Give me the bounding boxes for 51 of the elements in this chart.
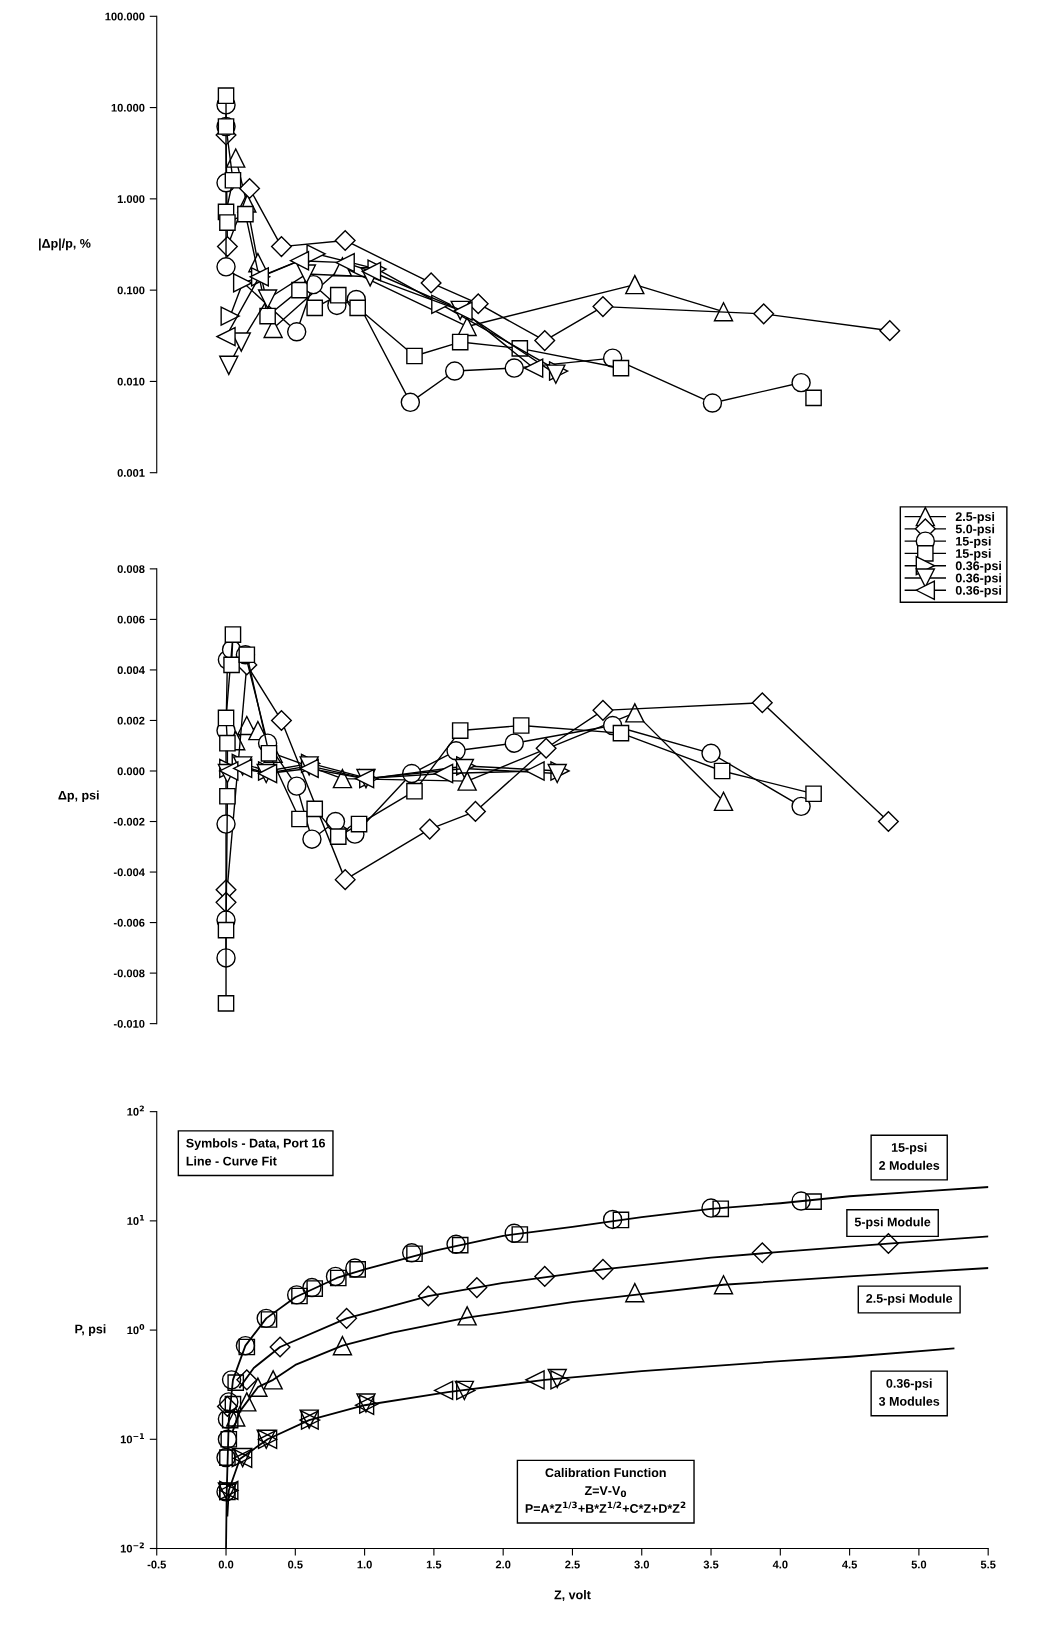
y-axis-title: |Δp|/p, % — [39, 238, 91, 251]
x-tick-label: 0.0 — [218, 1560, 234, 1569]
y-tick-label: 10$^{−2}$ — [120, 1542, 144, 1553]
y-tick-label: -0.006 — [113, 918, 145, 927]
text: Calibration Function Z=V-V$_{0}$ P=A*Z$^{1/3}$+B*Z$^{1/2}$+C*Z+D*Z$^{2}$ — [525, 1467, 686, 1513]
x-axis-title: Z, volt — [554, 1590, 591, 1602]
legend-label: 0.36-psi — [955, 585, 1001, 598]
y-tick-label: 10$^{0}$ — [127, 1323, 145, 1335]
y-tick-label: 0.004 — [117, 666, 145, 675]
y-tick-label: -0.002 — [113, 817, 145, 826]
y-tick-label: 0.100 — [117, 286, 145, 295]
y-tick-label: 0.001 — [117, 468, 145, 477]
y-axis-title: Δp, psi — [58, 790, 99, 803]
annotation: 0.36-psi 3 Modules — [878, 1378, 940, 1406]
legend-label: 15-psi — [956, 548, 991, 561]
x-tick-label: 5.0 — [911, 1560, 927, 1569]
y-tick-label: 0.008 — [117, 565, 145, 574]
x-tick-label: 2.0 — [495, 1560, 511, 1569]
y-tick-label: -0.004 — [113, 868, 145, 877]
x-tick-label: 1.5 — [426, 1560, 442, 1569]
annotation: Symbols - Data, Port 16 Line - Curve Fit — [186, 1138, 326, 1166]
x-tick-label: 2.5 — [565, 1560, 580, 1569]
x-tick-label: 5.5 — [980, 1560, 996, 1569]
legend-label: 0.36-psi — [955, 561, 1001, 573]
annotation: 5-psi Module — [854, 1217, 931, 1229]
x-tick-label: 1.0 — [357, 1560, 372, 1569]
x-tick-label: 3.0 — [634, 1560, 650, 1569]
legend-label: 0.36-psi — [955, 573, 1001, 585]
y-tick-label: 0.010 — [117, 377, 145, 386]
y-tick-label: 10$^{−1}$ — [120, 1433, 145, 1444]
x-tick-label: 4.5 — [842, 1560, 858, 1569]
y-tick-label: 10$^{2}$ — [127, 1105, 144, 1116]
y-tick-label: 0.002 — [117, 716, 145, 725]
annotation: 15-psi 2 Modules — [879, 1142, 940, 1170]
x-tick-label: -0.5 — [147, 1560, 166, 1569]
legend-label: 5.0-psi — [955, 524, 995, 536]
x-tick-label: 0.5 — [288, 1560, 303, 1569]
y-tick-label: -0.010 — [113, 1019, 145, 1028]
y-tick-label: -0.008 — [113, 969, 145, 978]
y-tick-label: 10$^{1}$ — [127, 1214, 145, 1225]
x-tick-label: 4.0 — [772, 1560, 788, 1569]
y-axis-title: P, psi — [75, 1324, 106, 1336]
y-tick-label: 100.000 — [105, 12, 145, 21]
y-tick-label: 0.000 — [117, 767, 145, 776]
y-tick-label: 0.006 — [117, 615, 145, 624]
x-tick-label: 3.5 — [703, 1560, 719, 1569]
annotation: 2.5-psi Module — [866, 1293, 953, 1306]
legend-label: 15-psi — [956, 536, 991, 549]
y-tick-label: 1.000 — [117, 195, 145, 203]
legend-label: 2.5-psi — [955, 511, 995, 524]
y-tick-label: 10.000 — [111, 103, 145, 112]
